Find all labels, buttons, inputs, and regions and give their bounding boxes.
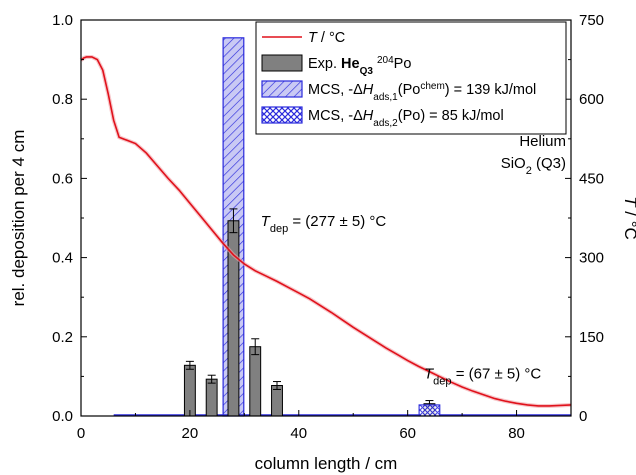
temperature-line [80,56,572,407]
mcs-cross-bar [418,404,441,417]
right-y-tick-label: 450 [579,170,604,187]
y-tick-label: 0.6 [52,170,73,187]
legend-cross-swatch [261,106,303,124]
right-y-tick-label: 0 [579,408,587,425]
legend-box [255,21,567,135]
annotations: Tdep = (277 ± 5) °C Tdep = (67 ± 5) °C Hel… [261,133,566,387]
right-y-tick-label: 750 [579,12,604,29]
exp-bar [249,346,262,417]
legend-hatch-swatch [261,80,303,98]
sio2-label: SiO2 (Q3) [501,155,566,177]
y-tick-label: 0.8 [52,91,73,108]
right-y-tick-label: 300 [579,250,604,267]
legend-label: T / °C [308,30,345,46]
tdep-277: Tdep = (277 ± 5) °C [261,213,387,235]
exp-bar [183,364,196,417]
x-tick-label: 0 [77,425,85,442]
legend-label: Exp. HeQ3 204Po [308,55,411,77]
right-y-axis-label: T / °C [621,196,636,240]
legend-label: MCS, -ΔHads,2(Po) = 85 kJ/mol [308,108,504,129]
x-tick-label: 20 [182,425,199,442]
y-tick-label: 0.2 [52,329,73,346]
x-axis-label: column length / cm [255,454,398,473]
legend: T / °C Exp. HeQ3 204Po MCS, -ΔHads,1(Poche… [255,21,567,135]
y-tick-label: 0.4 [52,250,73,267]
legend-bar-swatch [261,54,303,72]
x-tick-label: 40 [290,425,307,442]
y-tick-label: 0.0 [52,408,73,425]
x-tick-label: 80 [508,425,525,442]
axis-ticks: 0 20 40 60 80 0.0 0.2 0.4 0.6 0.8 1.0 0 150 300 450 600… [52,12,604,442]
legend-label: MCS, -ΔHads,1(Pochem) = 139 kJ/mol [308,81,536,103]
tdep-67: Tdep = (67 ± 5) °C [424,365,541,387]
y-tick-label: 1.0 [52,12,73,29]
exp-bar [205,378,218,417]
exp-bar [271,385,283,417]
right-y-tick-label: 600 [579,91,604,108]
x-tick-label: 60 [399,425,416,442]
plot-marks [79,37,572,417]
right-y-tick-label: 150 [579,329,604,346]
y-axis-label: rel. deposition per 4 cm [9,130,28,307]
helium-label: Helium [519,133,566,150]
